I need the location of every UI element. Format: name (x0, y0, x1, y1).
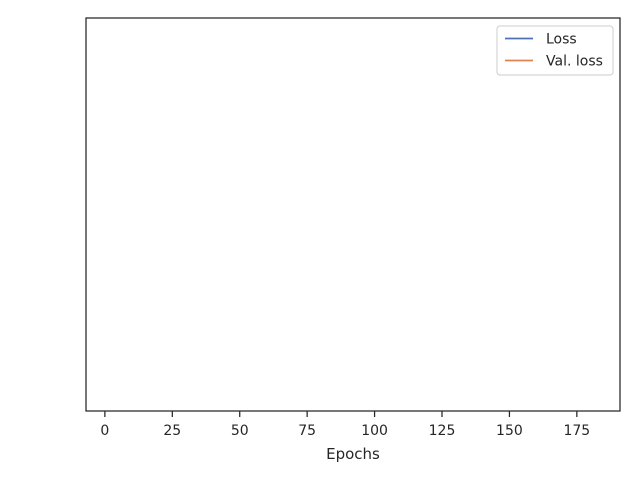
legend-val-loss-label: Val. loss (546, 54, 603, 70)
legend-loss-label: Loss (546, 32, 577, 48)
x-tick-label: 100 (361, 423, 388, 439)
x-tick-label: 125 (429, 423, 456, 439)
x-tick-label: 150 (496, 423, 523, 439)
x-tick-label: 0 (100, 423, 109, 439)
axes-frame (85, 17, 621, 412)
x-tick-label: 50 (231, 423, 249, 439)
x-tick-label: 175 (563, 423, 590, 439)
x-tick-label: 25 (163, 423, 181, 439)
x-axis: 0 25 50 75 100 125 150 175 (100, 411, 590, 439)
x-axis-label: Epochs (326, 445, 380, 463)
x-tick-label: 75 (298, 423, 316, 439)
plot-area (85, 17, 621, 412)
legend: Loss Val. loss (496, 25, 614, 76)
